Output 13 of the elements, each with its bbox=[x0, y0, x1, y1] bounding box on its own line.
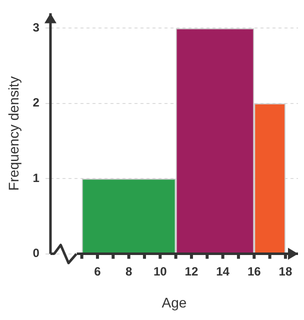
y-tick-label: 3 bbox=[32, 20, 40, 35]
x-axis-title: Age bbox=[162, 294, 187, 310]
x-tick-label: 18 bbox=[278, 264, 292, 278]
x-tick-label: 12 bbox=[184, 264, 198, 278]
x-tick-label: 14 bbox=[216, 264, 230, 278]
x-tick-label: 16 bbox=[247, 264, 262, 278]
y-tick-label: 2 bbox=[32, 96, 40, 110]
y-tick-label: 1 bbox=[32, 170, 40, 185]
x-tick-label: 6 bbox=[94, 264, 102, 278]
x-tick-label: 8 bbox=[125, 264, 132, 278]
x-tick-label: 10 bbox=[153, 264, 168, 278]
y-tick-label: 0 bbox=[32, 246, 40, 260]
y-axis-title: Frequency density bbox=[5, 76, 22, 191]
